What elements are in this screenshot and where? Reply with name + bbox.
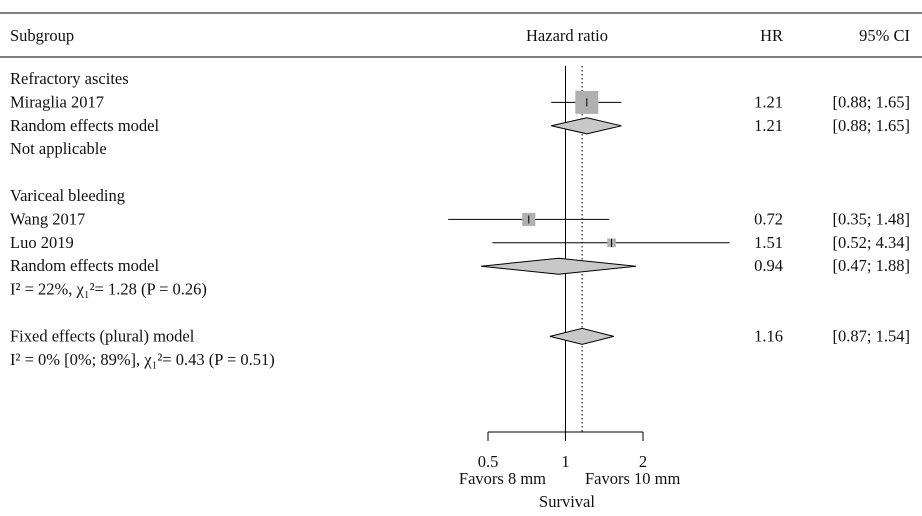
header-ci: 95% CI (859, 26, 910, 45)
ci-value: [0.52; 4.34] (833, 233, 910, 252)
x-axis: 0.5 1 2 (478, 431, 647, 471)
favors-right-label: Favors 10 mm (585, 469, 681, 488)
hr-value: 1.51 (754, 233, 783, 252)
summary-label: Random effects model (10, 256, 159, 275)
rows-layer: Refractory ascites Miraglia 2017 1.21 [0.88… (10, 69, 910, 369)
note-label: Not applicable (10, 139, 107, 158)
ci-value: [0.47; 1.88] (833, 256, 910, 275)
ci-value: [0.88; 1.65] (833, 116, 910, 135)
x-tick-label: 1 (561, 452, 569, 471)
study-label: Wang 2017 (10, 209, 85, 228)
study-label: Luo 2019 (10, 233, 74, 252)
subgroup-title: Variceal bleeding (10, 186, 125, 205)
marks-layer (448, 66, 730, 432)
favors-left-label: Favors 8 mm (459, 469, 546, 488)
ci-value: [0.35; 1.48] (833, 209, 910, 228)
ci-value: [0.88; 1.65] (833, 92, 910, 111)
summary-label: Fixed effects (plural) model (10, 326, 195, 345)
hr-value: 0.94 (754, 256, 783, 275)
header-hr: HR (760, 26, 783, 45)
hr-value: 0.72 (754, 209, 783, 228)
subgroup-title: Refractory ascites (10, 69, 129, 88)
ci-value: [0.87; 1.54] (833, 326, 910, 345)
hr-value: 1.16 (754, 326, 783, 345)
survival-label: Survival (539, 492, 595, 511)
hr-value: 1.21 (754, 92, 783, 111)
header-hazard-ratio: Hazard ratio (526, 26, 608, 45)
header-subgroup: Subgroup (10, 26, 74, 45)
hr-value: 1.21 (754, 116, 783, 135)
summary-diamond (549, 327, 614, 345)
heterogeneity-stat: I² = 22%, χ₁²= 1.28 (P = 0.26) (10, 280, 207, 299)
study-label: Miraglia 2017 (10, 92, 104, 111)
x-tick-label: 0.5 (478, 452, 499, 471)
heterogeneity-stat: I² = 0% [0%; 89%], χ₁²= 0.43 (P = 0.51) (10, 350, 275, 369)
summary-diamond (551, 117, 622, 135)
summary-label: Random effects model (10, 116, 159, 135)
summary-diamond (481, 257, 637, 275)
x-tick-label: 2 (639, 452, 647, 471)
